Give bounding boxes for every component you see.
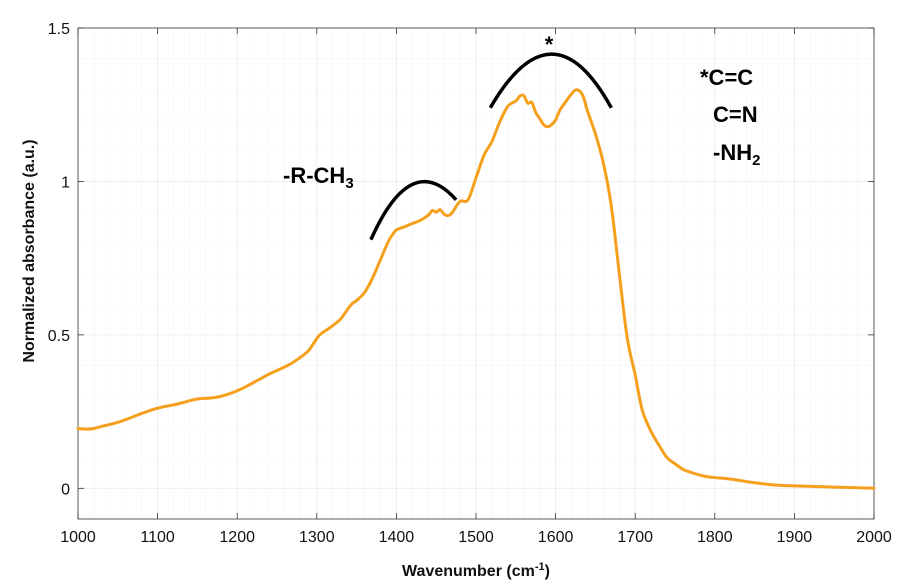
grid-lines <box>77 27 875 520</box>
x-tick-label: 1600 <box>538 529 574 546</box>
functional-group-cn: C=N <box>713 102 758 127</box>
axis-ticks: 1000 1100 1200 1300 1400 1500 1600 1700 1800 1900… <box>48 21 892 546</box>
y-tick-label: 1 <box>61 174 70 191</box>
x-tick-label: 1700 <box>617 529 653 546</box>
annotation-bracket-2 <box>488 52 613 109</box>
y-tick-label: 1.5 <box>48 21 70 38</box>
x-tick-label: 1500 <box>458 529 494 546</box>
x-tick-label: 1400 <box>379 529 415 546</box>
functional-group-nh2: -NH2 <box>713 140 760 169</box>
functional-group-cc: *C=C <box>700 65 753 90</box>
methyl-group-annotation: -R-CH3 <box>283 163 354 192</box>
x-tick-label: 1000 <box>60 529 96 546</box>
x-axis-label: Wavenumber (cm-1) <box>402 561 550 580</box>
series-layer <box>76 88 876 490</box>
x-tick-label: 1800 <box>697 529 733 546</box>
x-tick-label: 1900 <box>777 529 813 546</box>
x-tick-label: 1100 <box>140 529 175 546</box>
y-tick-label: 0.5 <box>48 328 70 345</box>
x-tick-label: 1200 <box>219 529 255 546</box>
y-tick-label: 0 <box>61 481 70 498</box>
x-tick-label: 2000 <box>856 529 892 546</box>
y-axis-label: Normalized absorbance (a.u.) <box>21 139 38 362</box>
annotation-bracket-1 <box>369 179 458 241</box>
annotation-brackets <box>369 52 613 241</box>
x-tick-label: 1300 <box>299 529 335 546</box>
spectrum-series-line <box>76 88 876 490</box>
asterisk-annotation: * <box>545 32 554 57</box>
